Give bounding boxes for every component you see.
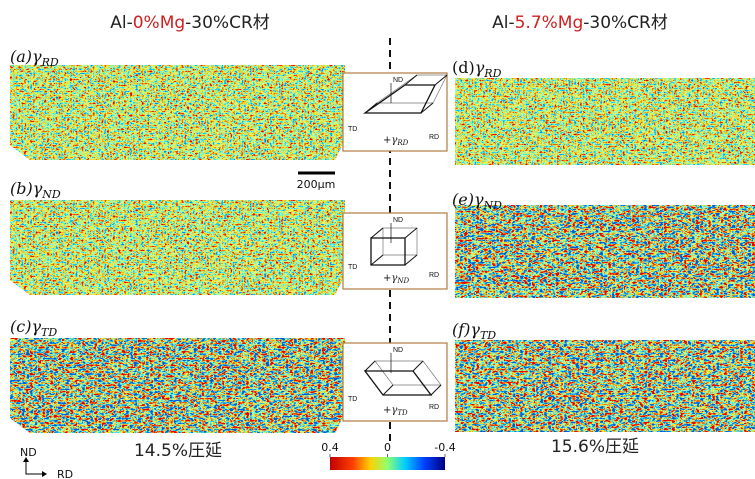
box-edge <box>404 227 418 239</box>
schematic-frame <box>342 342 448 422</box>
header-highlight: 0%Mg <box>133 13 185 33</box>
schematic-label: TD <box>348 126 357 133</box>
schematic-label: TD <box>348 396 357 403</box>
shear-label: +γND <box>383 273 409 285</box>
panel-symbol: γ <box>470 320 480 339</box>
header-text: -30%CR材 <box>185 13 270 33</box>
panel-tag: (b) <box>10 179 33 198</box>
box-edge <box>382 384 394 396</box>
panel-tag: (d) <box>452 58 475 77</box>
header-text: -30%CR材 <box>583 13 668 33</box>
shear-sub: TD <box>397 409 408 417</box>
panel-label: (b)γND <box>10 179 61 201</box>
box-edge <box>404 254 418 266</box>
panel-tag: (a) <box>10 47 32 66</box>
panel-label: (f)γTD <box>452 320 496 342</box>
box-edge <box>434 74 448 86</box>
schematic-label: TD <box>348 264 357 271</box>
strain-map <box>10 65 345 160</box>
schematic-label: ND <box>393 217 403 224</box>
map <box>10 65 345 160</box>
panel-label: (c)γTD <box>10 317 57 339</box>
axis-label: ND <box>20 446 37 459</box>
box-edge <box>412 360 424 372</box>
panel-sub: ND <box>483 199 503 212</box>
shear-label: +γTD <box>383 405 408 417</box>
box-front <box>370 237 406 266</box>
strain-map <box>455 340 755 432</box>
panel-sub: RD <box>41 56 59 69</box>
box-edge <box>404 74 418 86</box>
schematic-label: RD <box>429 404 439 411</box>
colorbar-tick-label: -0.4 <box>434 441 455 454</box>
scale-label: 200μm <box>297 178 336 191</box>
panel-tag: (f) <box>452 320 470 339</box>
schematic-label: RD <box>429 272 439 279</box>
panel-sub: TD <box>41 326 57 339</box>
strain-map <box>10 200 345 295</box>
shear-sub: ND <box>396 277 409 285</box>
panel-symbol: γ <box>32 47 42 66</box>
panel-label: (a)γRD <box>10 47 59 69</box>
panel-sub: TD <box>480 329 496 342</box>
box-edge <box>430 384 442 396</box>
strain-map <box>455 205 755 298</box>
panel-label: (d)γRD <box>452 58 502 80</box>
colorbar <box>330 457 445 470</box>
schematic-label: RD <box>429 134 439 141</box>
panel-sub: ND <box>41 188 61 201</box>
panel-label: (e)γND <box>452 190 502 212</box>
axis-label: RD <box>57 468 73 479</box>
box-front <box>362 84 437 114</box>
axis-arrow <box>25 460 42 475</box>
arrow-head <box>23 457 47 477</box>
strain-map <box>455 78 755 165</box>
header-highlight: 5.7%Mg <box>515 13 584 33</box>
right-header: Al-5.7%Mg-30%CR材 <box>492 13 668 33</box>
panel-symbol: γ <box>31 317 41 336</box>
panel-symbol: γ <box>474 190 484 209</box>
schematic-label: ND <box>393 77 403 84</box>
shear-symbol: +γ <box>383 273 397 284</box>
left-header: Al-0%Mg-30%CR材 <box>110 13 270 33</box>
footer: 15.6%圧延 <box>551 437 639 457</box>
panel-symbol: γ <box>33 179 43 198</box>
box-edge <box>370 254 384 266</box>
schematic-frame <box>342 212 448 290</box>
schematic-label: ND <box>393 347 403 354</box>
panel-symbol: γ <box>475 58 485 77</box>
footer: 14.5%圧延 <box>134 441 222 461</box>
colorbar-tick-label: 0 <box>384 441 391 454</box>
colorbar-tick-label: 0.4 <box>321 441 339 454</box>
header-text: Al- <box>110 13 133 33</box>
box-front <box>363 370 433 396</box>
schematic-frame <box>342 72 448 152</box>
map <box>10 200 345 295</box>
box-edge <box>364 360 376 372</box>
panel-sub: RD <box>483 67 501 80</box>
panel-labels: (a)γRD(b)γND(c)γTD(d)γRD(e)γND(f)γTD <box>10 47 502 342</box>
box-edge <box>420 102 434 114</box>
panel-tag: (c) <box>10 317 31 336</box>
map <box>10 338 345 433</box>
box-edge <box>370 227 384 239</box>
strain-map <box>10 338 345 433</box>
panel-tag: (e) <box>452 190 474 209</box>
colorbar-ticks: 0.4 0 -0.4 <box>321 441 456 457</box>
header-text: Al- <box>492 13 515 33</box>
shear-sub: RD <box>396 139 408 147</box>
shear-symbol: +γ <box>383 135 397 146</box>
shear-symbol: +γ <box>383 405 397 416</box>
shear-label: +γRD <box>383 135 409 147</box>
